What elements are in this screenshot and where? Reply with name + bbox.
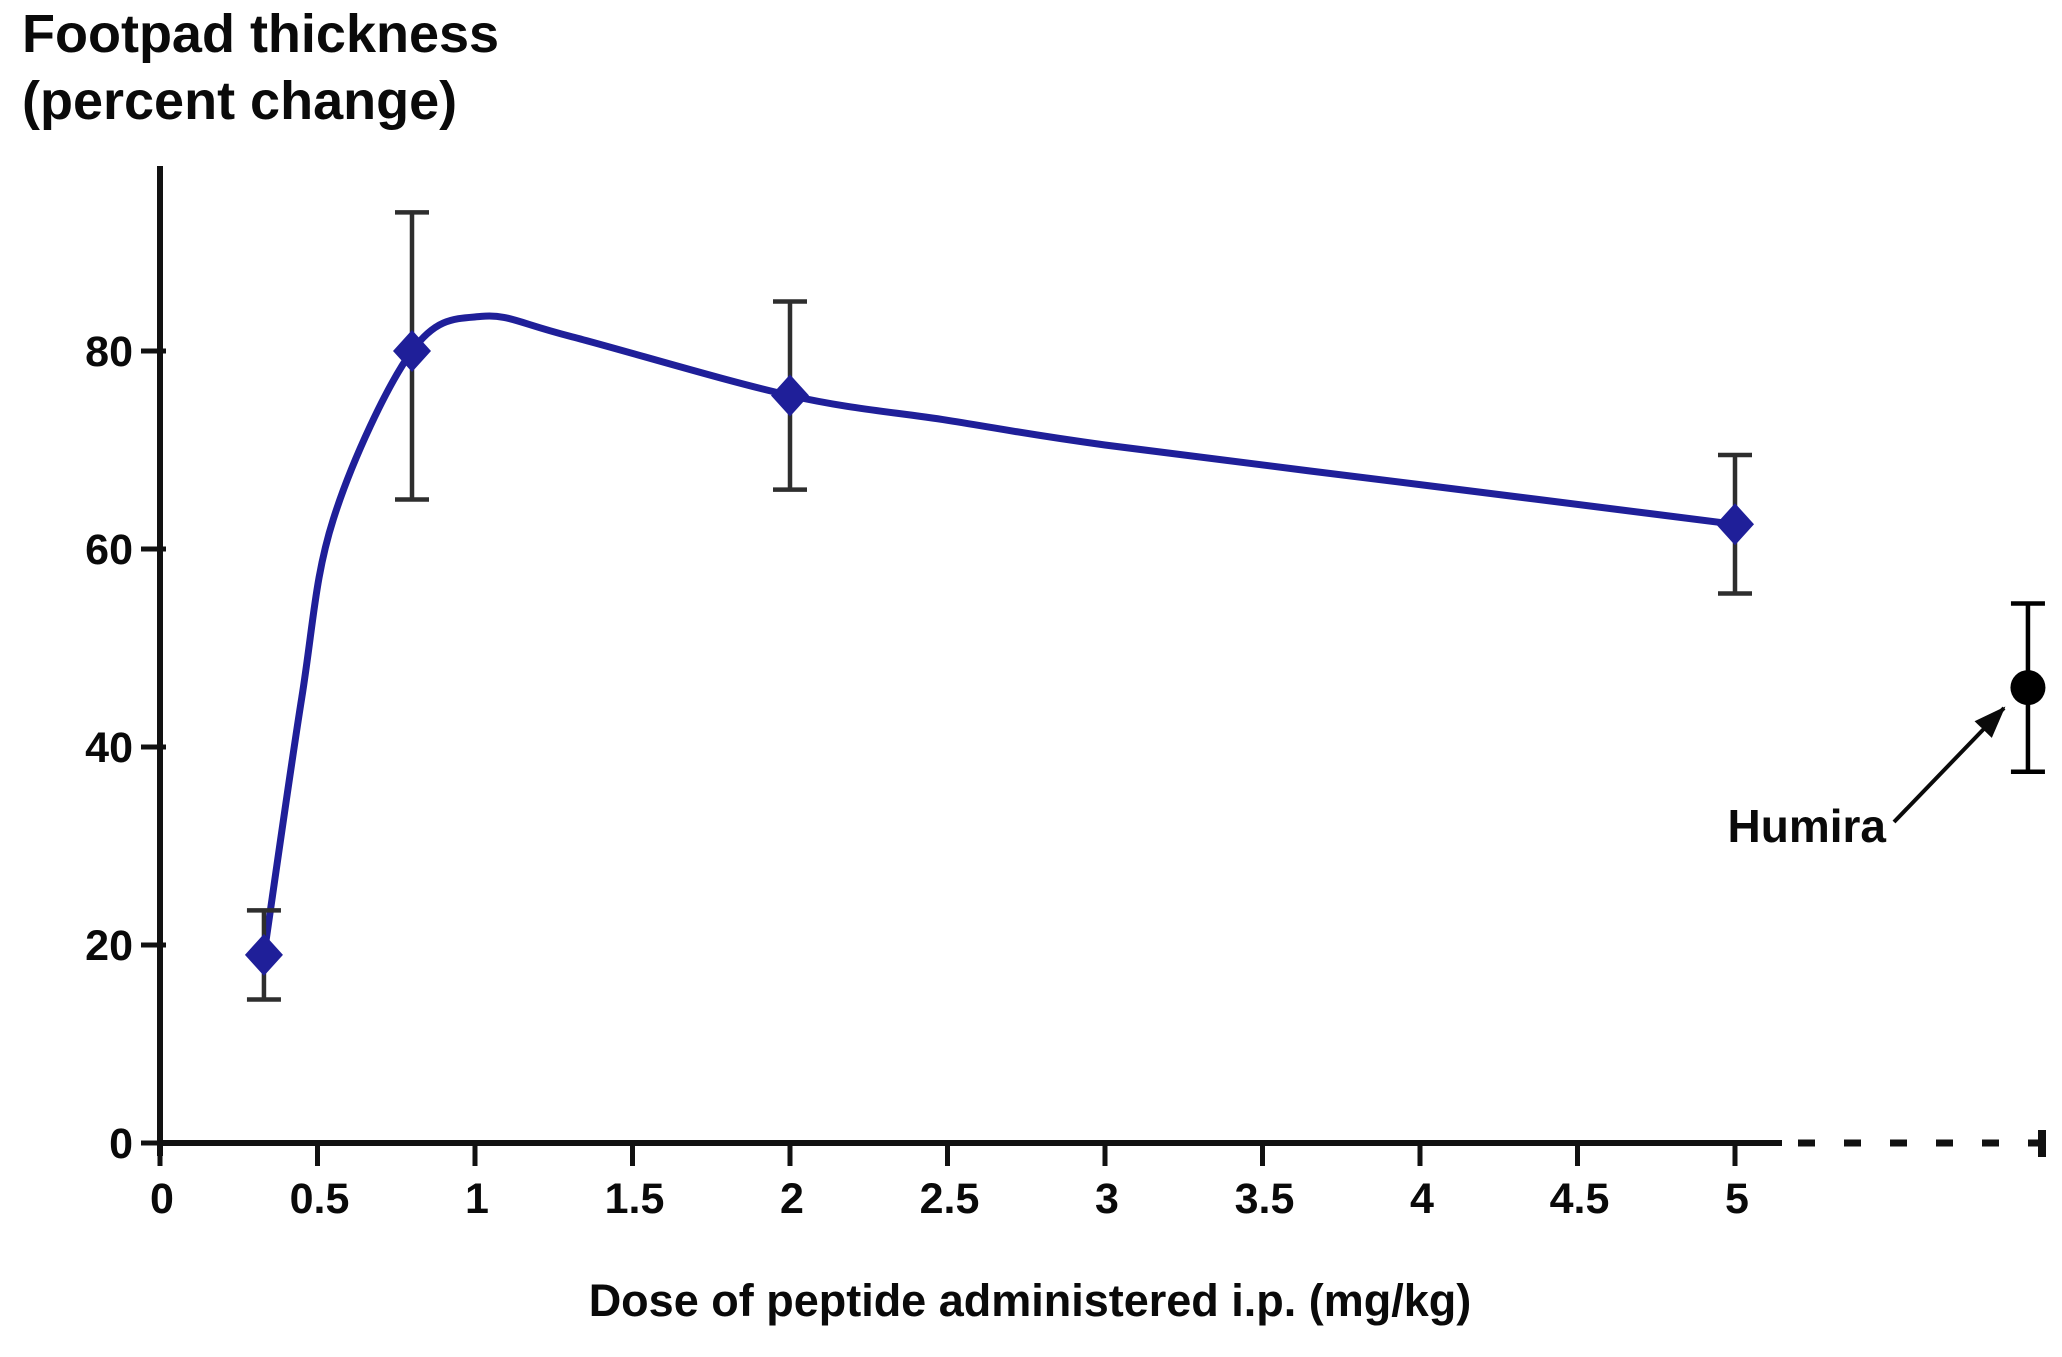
y-tick-label: 40	[85, 724, 133, 772]
x-tick-label: 1	[465, 1175, 489, 1223]
x-axis-label: Dose of peptide administered i.p. (mg/kg…	[589, 1275, 1472, 1326]
x-tick-label: 4.5	[1550, 1175, 1610, 1223]
axes	[141, 166, 2052, 1166]
y-tick-label: 60	[85, 526, 133, 574]
y-tick-label: 0	[109, 1120, 133, 1168]
x-tick-label: 3	[1095, 1175, 1119, 1223]
data-point-circle	[2010, 670, 2046, 706]
x-tick-label: 2	[780, 1175, 804, 1223]
x-tick-label: 0	[150, 1175, 174, 1223]
x-tick-label: 5	[1725, 1175, 1749, 1223]
data-point-diamond	[393, 330, 431, 372]
data-point-diamond	[771, 374, 809, 417]
data-point-diamond	[1716, 503, 1754, 546]
x-tick-label: 1.5	[605, 1175, 665, 1223]
x-tick-label: 0.5	[290, 1175, 350, 1223]
x-tick-label: 2.5	[920, 1175, 980, 1223]
annotation-arrow-group	[1892, 706, 2006, 824]
data-series	[244, 210, 2046, 1002]
series-peptide-dose-response	[244, 210, 1754, 1002]
series-Humira-reference	[2010, 601, 2046, 774]
data-point-diamond	[244, 933, 283, 976]
x-tick-label: 3.5	[1235, 1175, 1295, 1223]
dose-response-curve	[260, 312, 1739, 959]
chart-title-line-1: Footpad thickness	[22, 4, 499, 64]
chart-title-line-2: (percent change)	[22, 71, 457, 131]
x-tick-label: 4	[1410, 1175, 1434, 1223]
tick-labels: 0 20 40 60 80 0 0.5 1 1.5 2 2.5 3 3.5 4 4.5 5	[85, 328, 1749, 1223]
humira-arrow	[1892, 706, 2006, 824]
y-tick-label: 80	[85, 328, 133, 376]
y-tick-label: 20	[85, 922, 133, 970]
humira-annotation-label: Humira	[1728, 800, 1887, 852]
